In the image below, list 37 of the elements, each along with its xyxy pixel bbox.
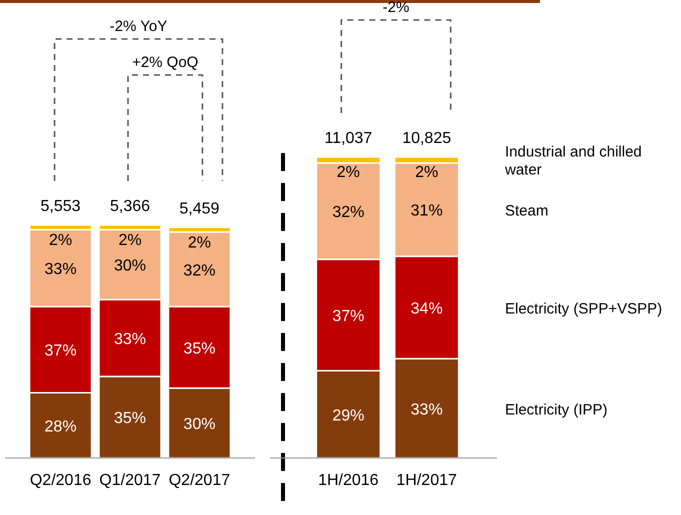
text: 5,459 (179, 200, 220, 218)
text: -2% YoY (110, 18, 168, 35)
text: 5,366 (110, 198, 150, 215)
x-tick-label: Q1/2017 (99, 472, 161, 489)
text: Electricity (SPP+VSPP) (505, 300, 662, 318)
data-label: 32% (332, 204, 364, 222)
text: Electricity (IPP) (505, 401, 608, 418)
data-label: 32% (183, 262, 216, 280)
data-label: 2% (118, 232, 142, 249)
data-label: 34% (410, 300, 443, 318)
text: -2% (382, 0, 410, 16)
data-label: 35% (114, 410, 146, 428)
x-tick-label: 1H/2017 (396, 472, 458, 489)
data-label: 2% (188, 234, 212, 252)
data-label: 2% (48, 232, 72, 249)
data-label: 29% (332, 407, 364, 424)
data-label: 30% (114, 258, 146, 275)
data-label: 37% (44, 342, 77, 360)
text: +2% QoQ (132, 54, 198, 71)
data-label: 30% (183, 416, 216, 434)
data-label: 2% (415, 164, 438, 181)
text: Steam (505, 202, 548, 220)
data-label: 2% (336, 164, 360, 181)
x-tick-label: Q2/2016 (30, 472, 92, 489)
data-label: 35% (183, 340, 216, 358)
x-tick-label: Q2/2017 (168, 472, 230, 489)
text: 5,553 (40, 198, 81, 215)
text: 11,037 (324, 130, 372, 147)
data-label: 33% (410, 401, 443, 418)
x-tick-label: 1H/2016 (318, 472, 379, 489)
data-label: 33% (114, 331, 146, 348)
text: 10,825 (402, 130, 452, 147)
text: Industrial and chilled water (504, 144, 642, 179)
data-label: 37% (332, 308, 364, 326)
data-label: 28% (44, 418, 77, 436)
data-label: 31% (410, 202, 443, 220)
data-label: 33% (44, 261, 77, 278)
